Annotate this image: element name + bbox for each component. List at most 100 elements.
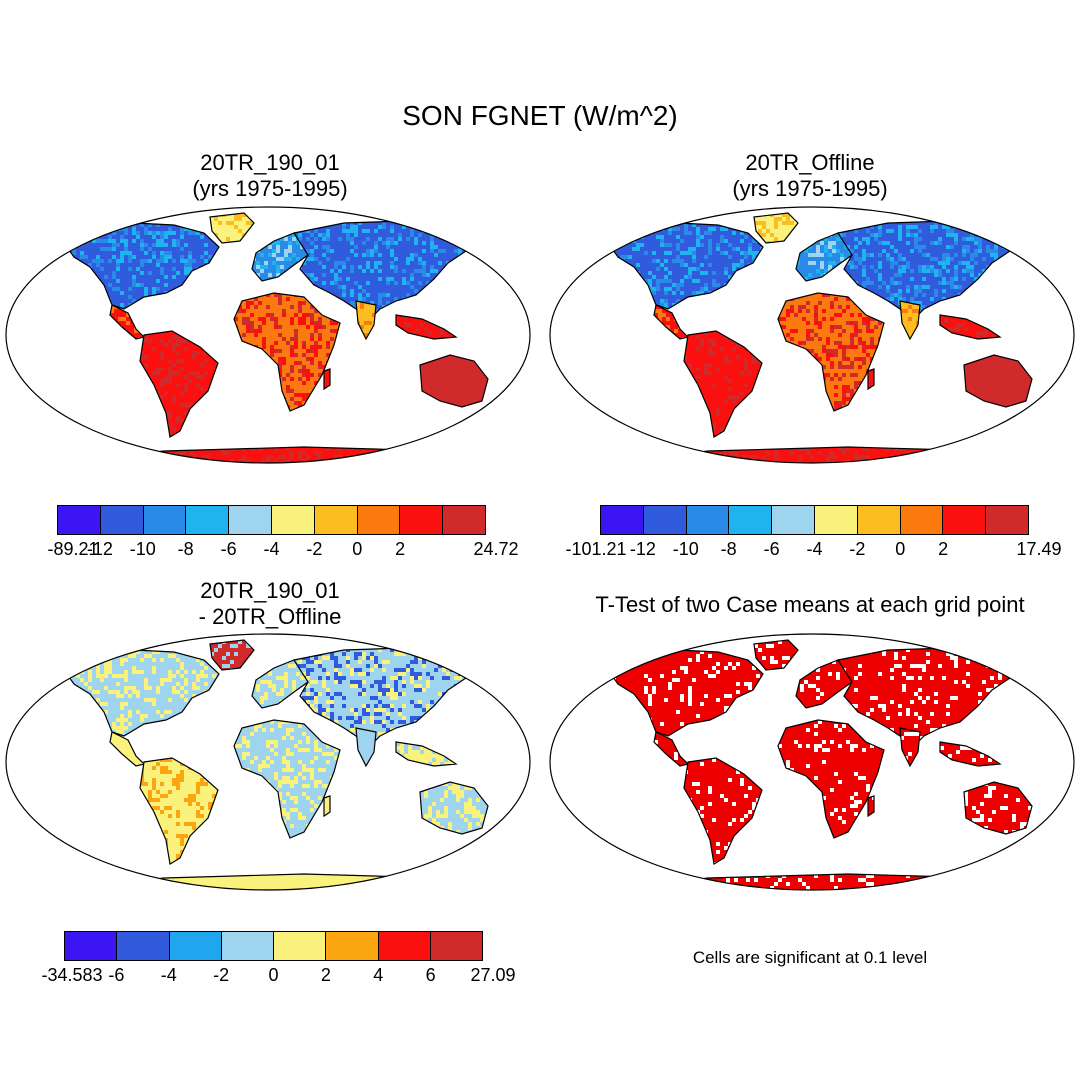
grid-cell [1018, 309, 1020, 313]
grid-cell [740, 299, 744, 303]
grid-cell [648, 263, 652, 267]
grid-cell [974, 285, 978, 289]
grid-cell [356, 337, 360, 339]
grid-cell [836, 237, 840, 241]
grid-cell [212, 287, 216, 291]
grid-cell [786, 401, 790, 405]
grid-cell [276, 241, 280, 245]
grid-cell [1006, 241, 1010, 245]
grid-cell [196, 423, 200, 427]
grid-cell [404, 335, 408, 339]
grid-cell [462, 293, 466, 297]
grid-cell [778, 459, 782, 463]
grid-cell [382, 293, 386, 297]
grid-cell [1004, 391, 1008, 395]
grid-cell [246, 349, 250, 353]
grid-cell [656, 295, 660, 299]
grid-cell [790, 349, 794, 353]
grid-cell [1002, 297, 1006, 301]
grid-cell [890, 265, 894, 269]
grid-cell [310, 337, 314, 341]
grid-cell [898, 265, 902, 269]
grid-cell [866, 305, 870, 309]
grid-cell [122, 455, 126, 459]
grid-cell [704, 303, 708, 307]
grid-cell [862, 321, 866, 325]
grid-cell [878, 305, 882, 309]
grid-cell [128, 247, 132, 251]
grid-cell [976, 315, 980, 319]
grid-cell [688, 239, 692, 243]
grid-cell [732, 427, 736, 431]
grid-cell [68, 714, 72, 718]
grid-cell [446, 293, 450, 297]
grid-cell [126, 337, 130, 339]
grid-cell [326, 447, 330, 451]
grid-cell [452, 355, 456, 359]
grid-cell [834, 373, 838, 377]
grid-cell [740, 239, 744, 243]
grid-cell [242, 455, 246, 459]
grid-cell [378, 241, 382, 245]
grid-cell [172, 343, 176, 347]
grid-cell [728, 395, 732, 399]
grid-cell [196, 347, 200, 351]
grid-cell [950, 301, 954, 305]
grid-cell [728, 379, 732, 383]
grid-cell [398, 241, 402, 245]
grid-cell [314, 309, 318, 313]
grid-cell [208, 427, 212, 431]
grid-cell [632, 307, 636, 309]
grid-cell [716, 251, 720, 255]
grid-cell [1024, 359, 1028, 363]
grid-cell [100, 239, 104, 243]
grid-cell [204, 251, 208, 255]
grid-cell [732, 355, 736, 359]
grid-cell [836, 241, 840, 245]
grid-cell [660, 235, 664, 239]
grid-cell [760, 399, 762, 403]
grid-cell [842, 313, 846, 317]
grid-cell [440, 335, 444, 339]
grid-cell [682, 309, 686, 313]
grid-cell [390, 285, 394, 289]
grid-cell [982, 293, 986, 297]
grid-cell [664, 299, 668, 303]
grid-cell [148, 223, 152, 227]
grid-cell [298, 301, 302, 305]
grid-cell [184, 303, 188, 307]
grid-cell [720, 343, 724, 347]
grid-cell [648, 307, 652, 309]
grid-cell [462, 285, 466, 289]
grid-cell [202, 451, 206, 455]
grid-cell [866, 261, 870, 265]
grid-cell [298, 349, 302, 353]
grid-cell [160, 279, 164, 283]
grid-cell [100, 295, 104, 299]
grid-cell [414, 269, 418, 273]
grid-cell [374, 257, 378, 261]
grid-cell [286, 397, 290, 401]
grid-cell [846, 357, 850, 361]
grid-cell [458, 269, 462, 273]
grid-cell [142, 459, 146, 463]
grid-cell [742, 451, 746, 455]
grid-cell [80, 255, 84, 259]
grid-cell [778, 213, 782, 217]
grid-cell [752, 271, 756, 275]
grid-cell [306, 373, 310, 377]
grid-cell [632, 255, 636, 259]
grid-cell [624, 223, 628, 227]
grid-cell [314, 257, 318, 261]
grid-cell [1010, 237, 1014, 241]
grid-cell [790, 309, 794, 313]
grid-cell [242, 409, 246, 411]
grid-cell [442, 249, 446, 253]
grid-cell [782, 221, 786, 225]
grid-cell [782, 341, 786, 345]
grid-cell [122, 447, 126, 451]
grid-cell [1008, 399, 1012, 403]
grid-cell [222, 451, 226, 455]
grid-cell [108, 235, 112, 239]
grid-cell [806, 341, 810, 345]
